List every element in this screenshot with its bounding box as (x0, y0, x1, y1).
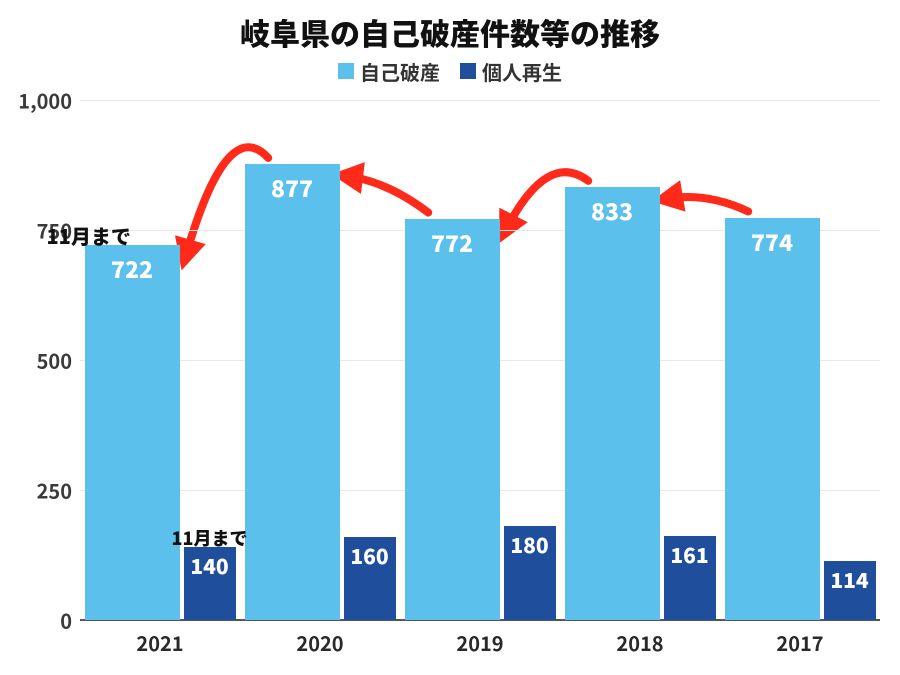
bar-value-label: 722 (111, 251, 153, 285)
bar-s2: 180 (504, 526, 556, 620)
bar-group: 877 160 (245, 100, 396, 620)
bar-value-label: 180 (510, 530, 548, 560)
bar-s2: 114 (824, 561, 876, 620)
legend-swatch (460, 63, 476, 79)
bar-value-label: 833 (591, 193, 633, 227)
y-tick-label: 0 (60, 606, 72, 635)
y-tick-label: 1,000 (18, 86, 72, 115)
bar-value-label: 114 (830, 565, 868, 595)
x-tick-label: 2017 (776, 628, 823, 657)
x-tick-label: 2018 (616, 628, 663, 657)
legend-item: 自己破産 (338, 57, 440, 86)
bar-value-label: 877 (271, 170, 313, 204)
bar-value-label: 772 (431, 225, 473, 259)
bar-value-label: 774 (751, 224, 793, 258)
legend-label: 個人再生 (482, 57, 562, 86)
bar-value-label: 161 (670, 540, 708, 570)
legend-swatch (338, 63, 354, 79)
legend: 自己破産 個人再生 (0, 56, 900, 86)
chart-container: 岐阜県の自己破産件数等の推移 自己破産個人再生 02505007501,0007… (0, 0, 900, 675)
y-tick-label: 500 (37, 346, 72, 375)
legend-item: 個人再生 (460, 57, 562, 86)
bar-s1: 774 (725, 218, 820, 620)
bar-s2: 160 (344, 537, 396, 620)
bar-value-label: 140 (190, 551, 228, 581)
x-tick-label: 2019 (456, 628, 503, 657)
x-tick-label: 2021 (136, 628, 183, 657)
bar-s1: 877 (245, 164, 340, 620)
annotation-label: 11月まで (47, 221, 131, 250)
legend-label: 自己破産 (360, 57, 440, 86)
bar-s1: 722 (85, 245, 180, 620)
bar-s1: 772 (405, 219, 500, 620)
x-tick-label: 2020 (296, 628, 343, 657)
plot-area: 02505007501,0007221402021877160202077218… (80, 100, 880, 620)
bar-group: 774 114 (725, 100, 876, 620)
annotation-label: 11月まで (172, 525, 248, 551)
bar-value-label: 160 (350, 541, 388, 571)
bar-s2: 161 (664, 536, 716, 620)
bar-s1: 833 (565, 187, 660, 620)
bar-group: 772 180 (405, 100, 556, 620)
y-tick-label: 250 (37, 476, 72, 505)
bar-s2: 140 (184, 547, 236, 620)
chart-title: 岐阜県の自己破産件数等の推移 (0, 0, 900, 54)
bar-group: 833 161 (565, 100, 716, 620)
